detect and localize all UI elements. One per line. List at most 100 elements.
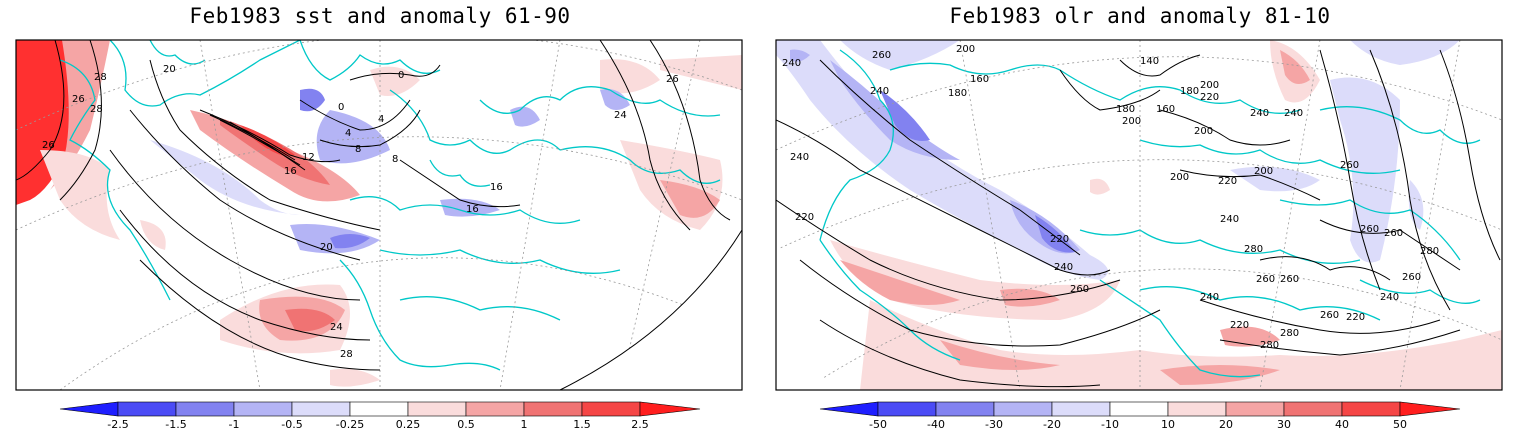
colorbar-swatch	[935, 401, 995, 417]
colorbar-swatch	[523, 401, 583, 417]
colorbar-swatch	[581, 401, 641, 417]
contour-label: 28	[90, 104, 103, 115]
olr-coastlines	[819, 49, 1481, 378]
contour-label: 12	[302, 152, 315, 163]
colorbar-swatch	[1225, 401, 1285, 417]
colorbar-tick: 0.25	[396, 418, 421, 430]
contour-label: 4	[345, 128, 351, 139]
contour-label: 240	[1054, 262, 1073, 273]
contour-label: 240	[1380, 292, 1399, 303]
olr-graticule	[776, 40, 1502, 390]
colorbar-tick: -30	[985, 418, 1003, 430]
sst-colorbar	[59, 401, 701, 417]
colorbar-swatch	[993, 401, 1053, 417]
colorbar-swatch	[1283, 401, 1343, 417]
colorbar-tick: 10	[1161, 418, 1175, 430]
contour-label: 240	[1284, 108, 1303, 119]
contour-label: 240	[1250, 108, 1269, 119]
colorbar-tick: 30	[1277, 418, 1291, 430]
colorbar-swatch	[117, 401, 177, 417]
contour-label: 8	[355, 144, 361, 155]
contour-label: 260	[1280, 274, 1299, 285]
colorbar-swatch	[1167, 401, 1227, 417]
colorbar-tick: -2.5	[107, 418, 128, 430]
contour-label: 260	[1070, 284, 1089, 295]
colorbar-swatch	[407, 401, 467, 417]
olr-panel: Feb1983 olr and anomaly 81-10	[760, 0, 1520, 430]
colorbar-tick: 50	[1393, 418, 1407, 430]
contour-label: 280	[1244, 244, 1263, 255]
contour-label: 280	[1260, 340, 1279, 351]
contour-label: 28	[340, 349, 353, 360]
sst-anomaly-shading	[16, 40, 742, 390]
contour-label: 240	[1220, 214, 1239, 225]
colorbar-tick: -10	[1101, 418, 1119, 430]
contour-label: 180	[1116, 104, 1135, 115]
contour-label: 220	[1346, 312, 1365, 323]
colorbar-tick: 1.5	[573, 418, 591, 430]
contour-label: 28	[94, 72, 107, 83]
colorbar-tick: 40	[1335, 418, 1349, 430]
contour-label: 20	[163, 64, 176, 75]
contour-label: 26	[42, 140, 55, 151]
contour-label: 200	[1122, 116, 1141, 127]
contour-label: 16	[284, 166, 297, 177]
colorbar-swatch	[59, 401, 119, 417]
colorbar-swatch	[819, 401, 879, 417]
olr-panel-title: Feb1983 olr and anomaly 81-10	[949, 4, 1331, 28]
sst-map: 28 26 26 28 20 0 0 4 4 8 8 12 16 16 16 2…	[15, 39, 743, 430]
contour-label: 16	[490, 182, 503, 193]
contour-label: 160	[970, 74, 989, 85]
contour-label: 200	[1254, 166, 1273, 177]
olr-colorbar-ticks: -50 -40 -30 -20 -10 10 20 30 40 50	[869, 418, 1407, 430]
colorbar-swatch	[1399, 401, 1461, 417]
contour-label: 24	[330, 322, 343, 333]
colorbar-tick: -0.5	[281, 418, 302, 430]
colorbar-swatch	[639, 401, 701, 417]
contour-label: 140	[1140, 56, 1159, 67]
sst-panel-title: Feb1983 sst and anomaly 61-90	[189, 4, 571, 28]
contour-label: 260	[1402, 272, 1421, 283]
contour-label: 240	[870, 86, 889, 97]
sst-coastlines	[59, 40, 721, 371]
contour-label: 220	[1050, 234, 1069, 245]
contour-label: 20	[320, 242, 333, 253]
contour-label: 260	[1340, 160, 1359, 171]
contour-label: 240	[1200, 292, 1219, 303]
contour-label: 240	[790, 152, 809, 163]
contour-label: 0	[338, 102, 344, 113]
colorbar-tick: -40	[927, 418, 945, 430]
contour-label: 0	[398, 70, 404, 81]
sst-colorbar-ticks: -2.5 -1.5 -1 -0.5 -0.25 0.25 0.5 1 1.5 2…	[107, 418, 648, 430]
colorbar-swatch	[1341, 401, 1401, 417]
contour-label: 260	[1384, 228, 1403, 239]
colorbar-tick: -20	[1043, 418, 1061, 430]
colorbar-swatch	[233, 401, 293, 417]
olr-map: 260 240 200 240 180 160 140 180 160 200 …	[775, 39, 1503, 430]
colorbar-swatch	[349, 401, 409, 417]
contour-label: 200	[1194, 126, 1213, 137]
contour-label: 26	[72, 94, 85, 105]
contour-label: 220	[1200, 92, 1219, 103]
contour-label: 200	[956, 44, 975, 55]
colorbar-tick: 1	[521, 418, 528, 430]
contour-label: 280	[1420, 246, 1439, 257]
sst-panel: Feb1983 sst and anomaly 61-90	[15, 4, 743, 430]
olr-colorbar	[819, 401, 1461, 417]
contour-label: 26	[666, 74, 679, 85]
contour-label: 160	[1156, 104, 1175, 115]
sst-map-boundary	[15, 39, 743, 391]
colorbar-tick: -1	[229, 418, 240, 430]
colorbar-swatch	[465, 401, 525, 417]
olr-contours	[776, 49, 1501, 388]
sst-contours	[16, 40, 731, 371]
colorbar-swatch	[175, 401, 235, 417]
contour-label: 220	[795, 212, 814, 223]
contour-label: 16	[466, 204, 479, 215]
contour-label: 180	[948, 88, 967, 99]
colorbar-swatch	[291, 401, 351, 417]
sst-graticule	[16, 40, 742, 390]
colorbar-tick: 20	[1219, 418, 1233, 430]
sst-map-frame	[15, 39, 743, 391]
contour-label: 260	[1320, 310, 1339, 321]
